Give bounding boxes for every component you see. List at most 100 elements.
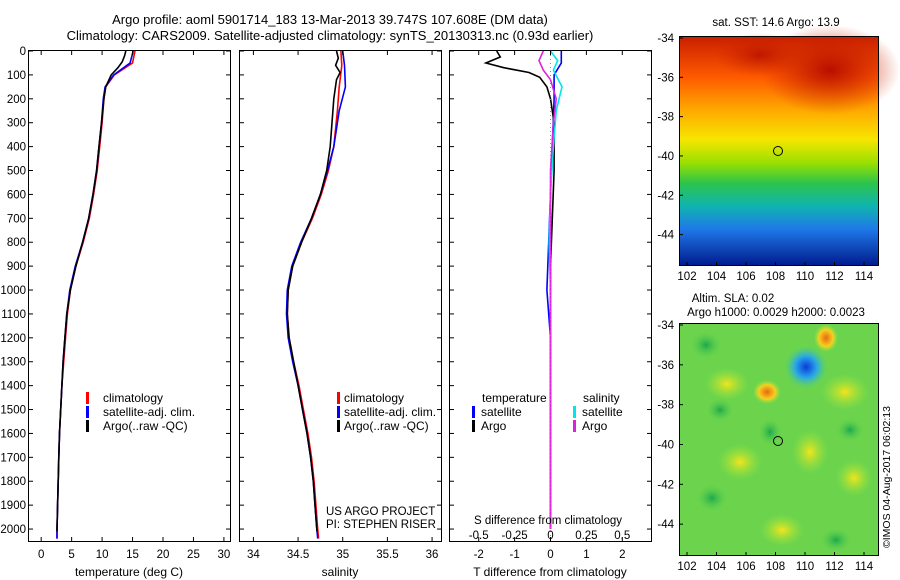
map-lon-label: 106	[736, 271, 755, 283]
legend-label-climatology: climatology	[103, 391, 163, 405]
sla-anomaly	[836, 418, 864, 442]
map-lon-label: 104	[707, 561, 727, 573]
s-difference-tick-label: 0	[547, 530, 553, 542]
legend-swatch-satellite	[337, 406, 340, 418]
map-lon-label: 104	[707, 271, 727, 283]
salinity-difference-axis: -0.5 -0.25 0 0.25 0.5	[469, 530, 630, 542]
series-line-argo	[483, 50, 555, 529]
legend-swatch-sal-argo	[573, 420, 576, 432]
series-line-climatology	[286, 50, 343, 539]
legend-swatch-argo	[337, 420, 340, 432]
argo-location-marker	[773, 436, 783, 446]
project-annotation-line-2: PI: STEPHEN RISER	[326, 519, 436, 531]
map-lon-label: 110	[796, 561, 814, 573]
sla-anomaly	[705, 368, 749, 400]
map-lat-label: -38	[657, 400, 674, 412]
temperature-x-axis: 0 5 10 15 20 25 30	[38, 51, 230, 561]
depth-tick-label: 300	[7, 118, 26, 130]
x-tick-label: 0	[547, 549, 553, 561]
map-lat-label: -36	[657, 360, 674, 372]
s-difference-tick-label: -0.25	[501, 530, 527, 542]
map-lat-label: -34	[657, 33, 674, 45]
legend-label-temp-satellite: satellite	[481, 405, 522, 419]
x-tick-label: 35	[336, 549, 349, 561]
x-tick-label: 34.5	[287, 549, 309, 561]
map-lon-label: 112	[825, 271, 843, 283]
temperature-legend: climatology satellite-adj. clim. Argo(..…	[86, 391, 195, 433]
sst-map-title: sat. SST: 14.6 Argo: 13.9	[712, 17, 839, 29]
map-lat-label: -40	[657, 151, 674, 163]
map-lat-label: -38	[657, 112, 674, 124]
x-tick-label: 34	[247, 549, 260, 561]
depth-tick-label: 800	[7, 237, 26, 249]
depth-tick-label: 1600	[0, 428, 26, 440]
salinity-x-axis: 34 34.5 35 35.5 36	[247, 51, 438, 561]
depth-tick-label: 1400	[0, 381, 26, 393]
map-lat-label: -42	[657, 479, 674, 491]
map-lon-label: 112	[825, 561, 843, 573]
depth-tick-label: 100	[7, 70, 26, 82]
legend-group-temperature: temperature	[482, 391, 547, 405]
x-tick-label: 2	[619, 549, 625, 561]
s-difference-tick-label: -0.5	[469, 530, 489, 542]
map-lat-label: -44	[657, 230, 674, 242]
sla-anomaly	[706, 398, 734, 422]
legend-label-satellite: satellite-adj. clim.	[344, 405, 436, 419]
depth-tick-label: 400	[7, 142, 26, 154]
depth-tick-label: 600	[7, 189, 26, 201]
map-lat-label: -44	[657, 519, 674, 531]
x-tick-label: 20	[157, 549, 170, 561]
map-lat-label: -42	[657, 190, 674, 202]
legend-swatch-climatology	[337, 392, 340, 404]
s-difference-tick-label: 0.25	[575, 530, 597, 542]
sst-map	[679, 25, 900, 266]
depth-tick-label: 1000	[0, 285, 26, 297]
salinity-plot-frame	[239, 50, 442, 542]
difference-plot-frame	[449, 50, 652, 542]
series-line-satellite-adj-clim	[285, 50, 347, 539]
map-lat-label: -40	[657, 439, 674, 451]
legend-label-satellite: satellite-adj. clim.	[103, 405, 195, 419]
map-lon-label: 108	[766, 271, 785, 283]
salinity-series-group	[285, 50, 347, 539]
sla-map	[679, 323, 879, 556]
legend-label-sal-satellite: satellite	[582, 405, 623, 419]
temperature-plot-frame	[28, 50, 231, 542]
legend-swatch-temp-argo	[472, 420, 475, 432]
legend-label-argo: Argo(..raw -QC)	[103, 419, 188, 433]
legend-label-temp-argo: Argo	[481, 419, 507, 433]
depth-tick-label: 2000	[0, 524, 26, 536]
sst-map-axes: -34 -36 -38 -40 -42 -44 102 104 106 108 110 112 114	[657, 33, 873, 283]
map-lon-label: 102	[677, 271, 696, 283]
depth-tick-label: 0	[20, 46, 26, 58]
series-line-argo	[538, 50, 558, 529]
sla-anomaly	[821, 374, 869, 410]
map-lon-label: 114	[855, 271, 874, 283]
legend-swatch-climatology	[86, 392, 89, 404]
map-lon-label: 110	[796, 271, 814, 283]
series-line-satellite-adj-clim	[56, 50, 134, 539]
legend-swatch-sal-satellite	[573, 406, 576, 418]
sla-anomaly	[760, 514, 804, 546]
figure-title-line-2: Climatology: CARS2009. Satellite-adjuste…	[66, 28, 594, 43]
map-lon-label: 106	[736, 561, 755, 573]
temperature-series-group	[56, 50, 136, 539]
x-tick-label: 15	[126, 549, 139, 561]
depth-tick-label: 200	[7, 94, 26, 106]
depth-tick-label: 500	[7, 166, 26, 178]
sla-anomaly	[820, 528, 852, 552]
sla-anomaly	[814, 324, 838, 352]
legend-label-argo: Argo(..raw -QC)	[344, 419, 429, 433]
sla-map-axes: -34 -36 -38 -40 -42 -44 102 104 106 108 110 112 114	[657, 320, 873, 573]
difference-x-axis: -2 -1 0 1 2	[474, 51, 625, 561]
x-tick-label: 35.5	[376, 549, 398, 561]
sla-map-title-2: Argo h1000: 0.0029 h2000: 0.0023	[687, 307, 865, 319]
s-difference-label: S difference from climatology	[474, 515, 622, 527]
depth-tick-label: 1900	[0, 500, 26, 512]
sla-map-title-1: Altim. SLA: 0.02	[692, 293, 774, 305]
x-tick-label: 36	[426, 549, 439, 561]
t-difference-x-label: T difference from climatology	[473, 565, 627, 579]
x-tick-label: 30	[218, 549, 231, 561]
series-line-argo-raw-qc	[56, 50, 127, 532]
